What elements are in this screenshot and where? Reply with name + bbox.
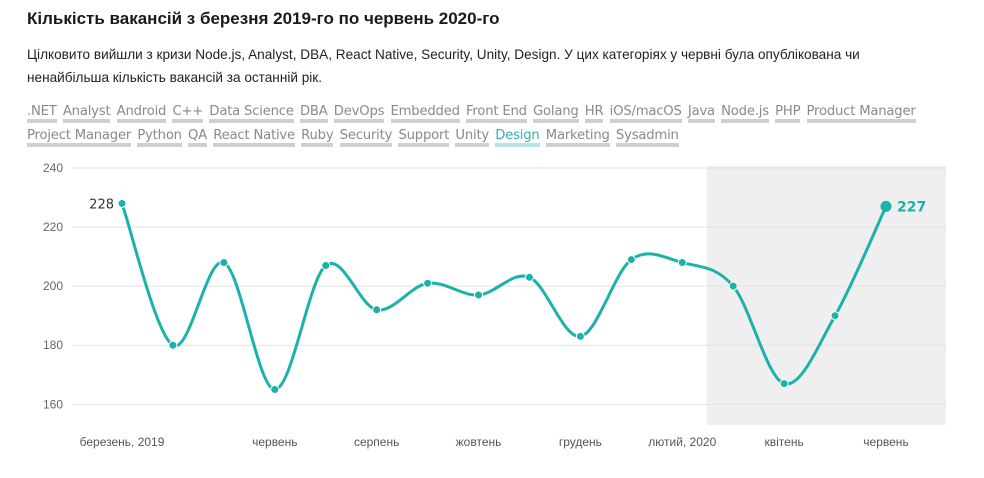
data-point	[677, 258, 687, 268]
category-tag-hr[interactable]: HR	[584, 105, 604, 123]
x-tick-label: лютий, 2020	[648, 435, 716, 449]
category-tag-front-end[interactable]: Front End	[466, 105, 527, 123]
category-tag-php[interactable]: PHP	[775, 105, 801, 123]
category-tag-unity[interactable]: Unity	[455, 129, 489, 147]
data-point	[270, 385, 280, 395]
x-tick-label: червень	[252, 435, 297, 449]
x-tick-label: березень, 2019	[80, 435, 165, 449]
data-point	[779, 379, 789, 389]
data-point	[423, 278, 433, 288]
category-tag-devops[interactable]: DevOps	[333, 105, 384, 123]
data-point	[474, 290, 484, 300]
category-tag-net[interactable]: .NET	[27, 105, 57, 123]
data-point	[575, 331, 585, 341]
data-point	[626, 255, 636, 265]
highlight-band	[706, 166, 946, 425]
category-tag-node-js[interactable]: Node.js	[721, 105, 769, 123]
category-tag-python[interactable]: Python	[137, 129, 182, 147]
y-tick-label: 240	[43, 161, 63, 175]
category-tag-c[interactable]: C++	[172, 105, 203, 123]
category-tag-qa[interactable]: QA	[188, 129, 207, 147]
x-tick-label: червень	[863, 435, 908, 449]
category-tag-project-manager[interactable]: Project Manager	[27, 129, 131, 147]
data-point	[830, 311, 840, 321]
category-tag-dba[interactable]: DBA	[299, 105, 328, 123]
chart-subtitle: Цілковито вийшли з кризи Node.js, Analys…	[27, 47, 860, 85]
data-point	[168, 340, 178, 350]
category-tag-android[interactable]: Android	[116, 105, 166, 123]
category-tag-security[interactable]: Security	[339, 129, 392, 147]
category-tag-golang[interactable]: Golang	[533, 105, 579, 123]
category-tag-marketing[interactable]: Marketing	[545, 129, 610, 147]
chart-title: Кількість вакансій з березня 2019-го по …	[27, 9, 500, 28]
x-tick-label: жовтень	[456, 435, 502, 449]
category-tag-design[interactable]: Design	[495, 129, 540, 147]
category-tag-ios-macos[interactable]: iOS/macOS	[609, 105, 682, 123]
category-tag-list: .NET Analyst Android C++ Data Science DB…	[27, 100, 927, 148]
x-tick-label: серпень	[354, 435, 399, 449]
category-tag-ruby[interactable]: Ruby	[301, 129, 334, 147]
data-point	[321, 260, 331, 270]
category-tag-react-native[interactable]: React Native	[213, 129, 295, 147]
x-tick-label: квітень	[765, 435, 804, 449]
category-tag-embedded[interactable]: Embedded	[390, 105, 460, 123]
x-tick-label: грудень	[559, 435, 602, 449]
data-point	[524, 272, 534, 282]
category-tag-product-manager[interactable]: Product Manager	[806, 105, 916, 123]
category-tag-analyst[interactable]: Analyst	[62, 105, 111, 123]
data-point	[372, 305, 382, 315]
data-point	[117, 198, 127, 208]
data-point	[219, 258, 229, 268]
first-value-label: 228	[89, 197, 114, 212]
y-tick-label: 220	[43, 220, 63, 234]
category-tag-support[interactable]: Support	[398, 129, 449, 147]
y-tick-label: 160	[43, 397, 63, 411]
y-tick-label: 180	[43, 338, 63, 352]
y-tick-label: 200	[43, 279, 63, 293]
data-point	[880, 200, 892, 212]
category-tag-data-science[interactable]: Data Science	[209, 105, 294, 123]
category-tag-java[interactable]: Java	[687, 105, 715, 123]
category-tag-sysadmin[interactable]: Sysadmin	[615, 129, 679, 147]
last-value-label: 227	[897, 199, 926, 215]
data-point	[728, 281, 738, 291]
